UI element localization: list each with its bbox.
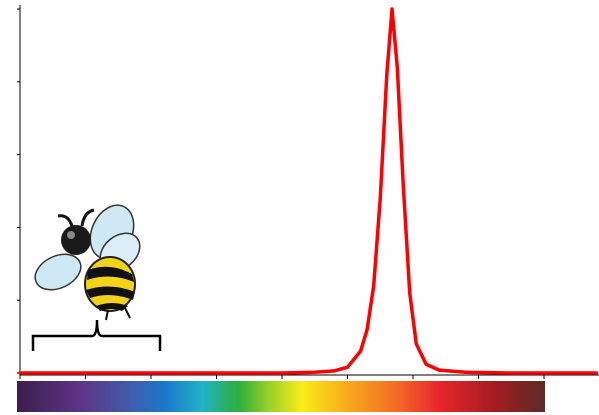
spectrum-bar [17,381,545,412]
bracket [33,320,160,351]
chart [0,0,599,415]
bee [29,198,147,320]
